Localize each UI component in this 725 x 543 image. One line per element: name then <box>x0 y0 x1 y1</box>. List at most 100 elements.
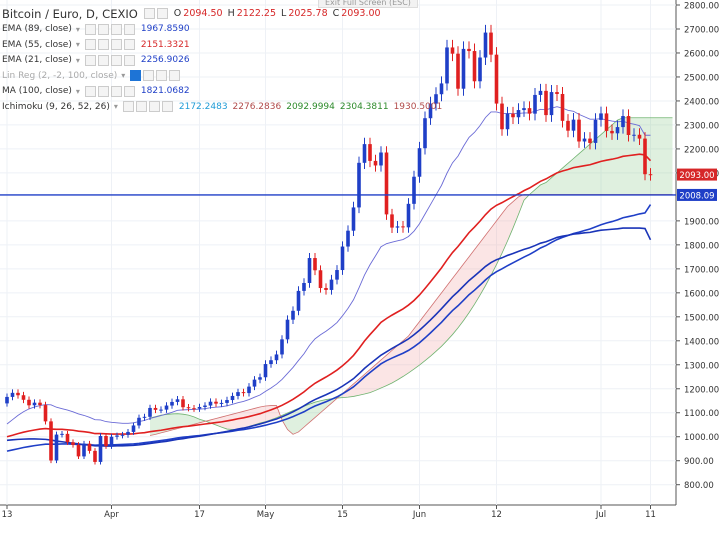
close-icon[interactable] <box>123 85 135 97</box>
y-tick-label: 1900.00 <box>684 217 719 227</box>
candle-body <box>252 379 257 387</box>
candle-body <box>615 127 620 134</box>
eye-icon[interactable] <box>84 54 96 66</box>
indicator-name[interactable]: EMA (21, close) <box>2 55 72 66</box>
lock-icon[interactable] <box>110 54 122 66</box>
y-tick-label: 2600.00 <box>684 49 719 59</box>
settings-icon[interactable] <box>97 85 109 97</box>
candle-body <box>214 401 218 404</box>
lock-icon[interactable] <box>110 39 122 51</box>
candle-body <box>516 110 521 118</box>
eye-icon[interactable] <box>130 70 142 82</box>
chart-legend: Bitcoin / Euro, D, CEXIO O 2094.50 H 212… <box>2 6 447 115</box>
candle-body <box>434 94 438 104</box>
indicator-row[interactable]: EMA (89, close) ▾ 1967.8590 <box>2 22 447 38</box>
candle-body <box>340 246 345 271</box>
candle-body <box>483 32 488 58</box>
candle-body <box>131 425 136 432</box>
price-label-box <box>677 188 717 201</box>
candle-body <box>643 138 647 175</box>
close-icon[interactable] <box>123 54 135 66</box>
candle-body <box>571 119 576 131</box>
candle-body <box>241 392 246 394</box>
settings-icon[interactable] <box>97 54 109 66</box>
eye-icon[interactable] <box>84 39 96 51</box>
candle-body <box>373 160 378 166</box>
indicator-name[interactable]: EMA (89, close) <box>2 24 72 35</box>
indicator-controls <box>84 85 135 97</box>
y-tick-label: 1400.00 <box>684 337 719 347</box>
indicator-name[interactable]: Lin Reg (2, -2, 100, close) <box>2 70 118 81</box>
candle-body <box>467 48 471 52</box>
close-icon[interactable] <box>169 70 181 82</box>
lock-icon[interactable] <box>110 23 122 35</box>
candle-body <box>219 402 224 404</box>
eye-icon[interactable] <box>84 23 96 35</box>
lock-icon[interactable] <box>156 70 168 82</box>
symbol-title[interactable]: Bitcoin / Euro, D, CEXIO <box>2 6 138 21</box>
x-tick-label: May <box>257 510 275 520</box>
y-tick-label: 1100.00 <box>684 409 719 419</box>
candle-body <box>197 406 202 409</box>
chevron-down-icon[interactable]: ▾ <box>75 24 80 34</box>
candle-body <box>357 162 361 208</box>
y-tick-label: 1600.00 <box>684 289 719 299</box>
chevron-down-icon[interactable]: ▾ <box>121 71 126 81</box>
candle-body <box>186 407 191 409</box>
settings-icon[interactable] <box>143 70 155 82</box>
lock-icon[interactable] <box>148 101 160 113</box>
indicator-name[interactable]: Ichimoku (9, 26, 52, 26) <box>2 101 110 112</box>
candle-body <box>368 144 372 161</box>
candle-body <box>104 436 108 447</box>
indicator-name[interactable]: MA (100, close) <box>2 86 72 97</box>
eye-icon[interactable] <box>122 101 134 113</box>
price-label-box <box>677 168 717 181</box>
settings-icon[interactable] <box>143 8 155 20</box>
candle-body <box>599 113 603 120</box>
candle-body <box>500 103 504 130</box>
close-icon[interactable] <box>156 8 168 20</box>
x-tick-label: 15 <box>337 510 348 520</box>
indicator-row[interactable]: EMA (55, close) ▾ 2151.3321 <box>2 37 447 53</box>
y-tick-label: 1800.00 <box>684 241 719 251</box>
candle-body <box>406 203 411 228</box>
candle-body <box>225 400 229 403</box>
y-tick-label: 2400.00 <box>684 97 719 107</box>
chevron-down-icon[interactable]: ▾ <box>75 40 80 50</box>
y-tick-label: 1000.00 <box>684 433 719 443</box>
candle-body <box>87 443 92 451</box>
close-icon[interactable] <box>123 23 135 35</box>
chevron-down-icon[interactable]: ▾ <box>75 55 80 65</box>
candle-body <box>461 48 466 89</box>
indicator-row[interactable]: MA (100, close) ▾ 1821.0682 <box>2 84 447 100</box>
close-icon[interactable] <box>161 101 173 113</box>
cloud-fill <box>529 117 673 195</box>
settings-icon[interactable] <box>135 101 147 113</box>
ohlc-close-label: C <box>332 8 340 20</box>
exit-fullscreen-button[interactable]: Exit Full Screen (ESC) <box>318 0 418 8</box>
candle-body <box>302 282 306 291</box>
candle-body <box>43 405 48 422</box>
axis-panel <box>676 0 725 543</box>
indicator-row[interactable]: Ichimoku (9, 26, 52, 26) ▾ 2172.2483 2276.2… <box>2 99 447 115</box>
indicator-value: 2172.2483 <box>178 101 228 112</box>
price-axis[interactable]: 2800.00 2700.00 2600.00 2500.00 2400.00 2300.… <box>676 2 719 492</box>
indicator-name[interactable]: EMA (55, close) <box>2 39 72 50</box>
candle-body <box>71 442 75 445</box>
indicator-row[interactable]: Lin Reg (2, -2, 100, close) ▾ <box>2 68 447 84</box>
close-icon[interactable] <box>123 39 135 51</box>
settings-icon[interactable] <box>97 23 109 35</box>
candle-body <box>164 405 169 410</box>
time-axis[interactable]: 13 Apr 17 May 15 Jun 12 Jul 11 <box>2 505 656 520</box>
legend-controls <box>143 8 168 20</box>
chevron-down-icon[interactable]: ▾ <box>113 102 118 112</box>
candle-body <box>549 92 554 116</box>
settings-icon[interactable] <box>97 39 109 51</box>
eye-icon[interactable] <box>84 85 96 97</box>
indicator-lines <box>6 106 652 452</box>
lock-icon[interactable] <box>110 85 122 97</box>
indicator-row[interactable]: EMA (21, close) ▾ 2256.9026 <box>2 53 447 69</box>
candle-body <box>296 290 301 311</box>
chevron-down-icon[interactable]: ▾ <box>75 86 80 96</box>
